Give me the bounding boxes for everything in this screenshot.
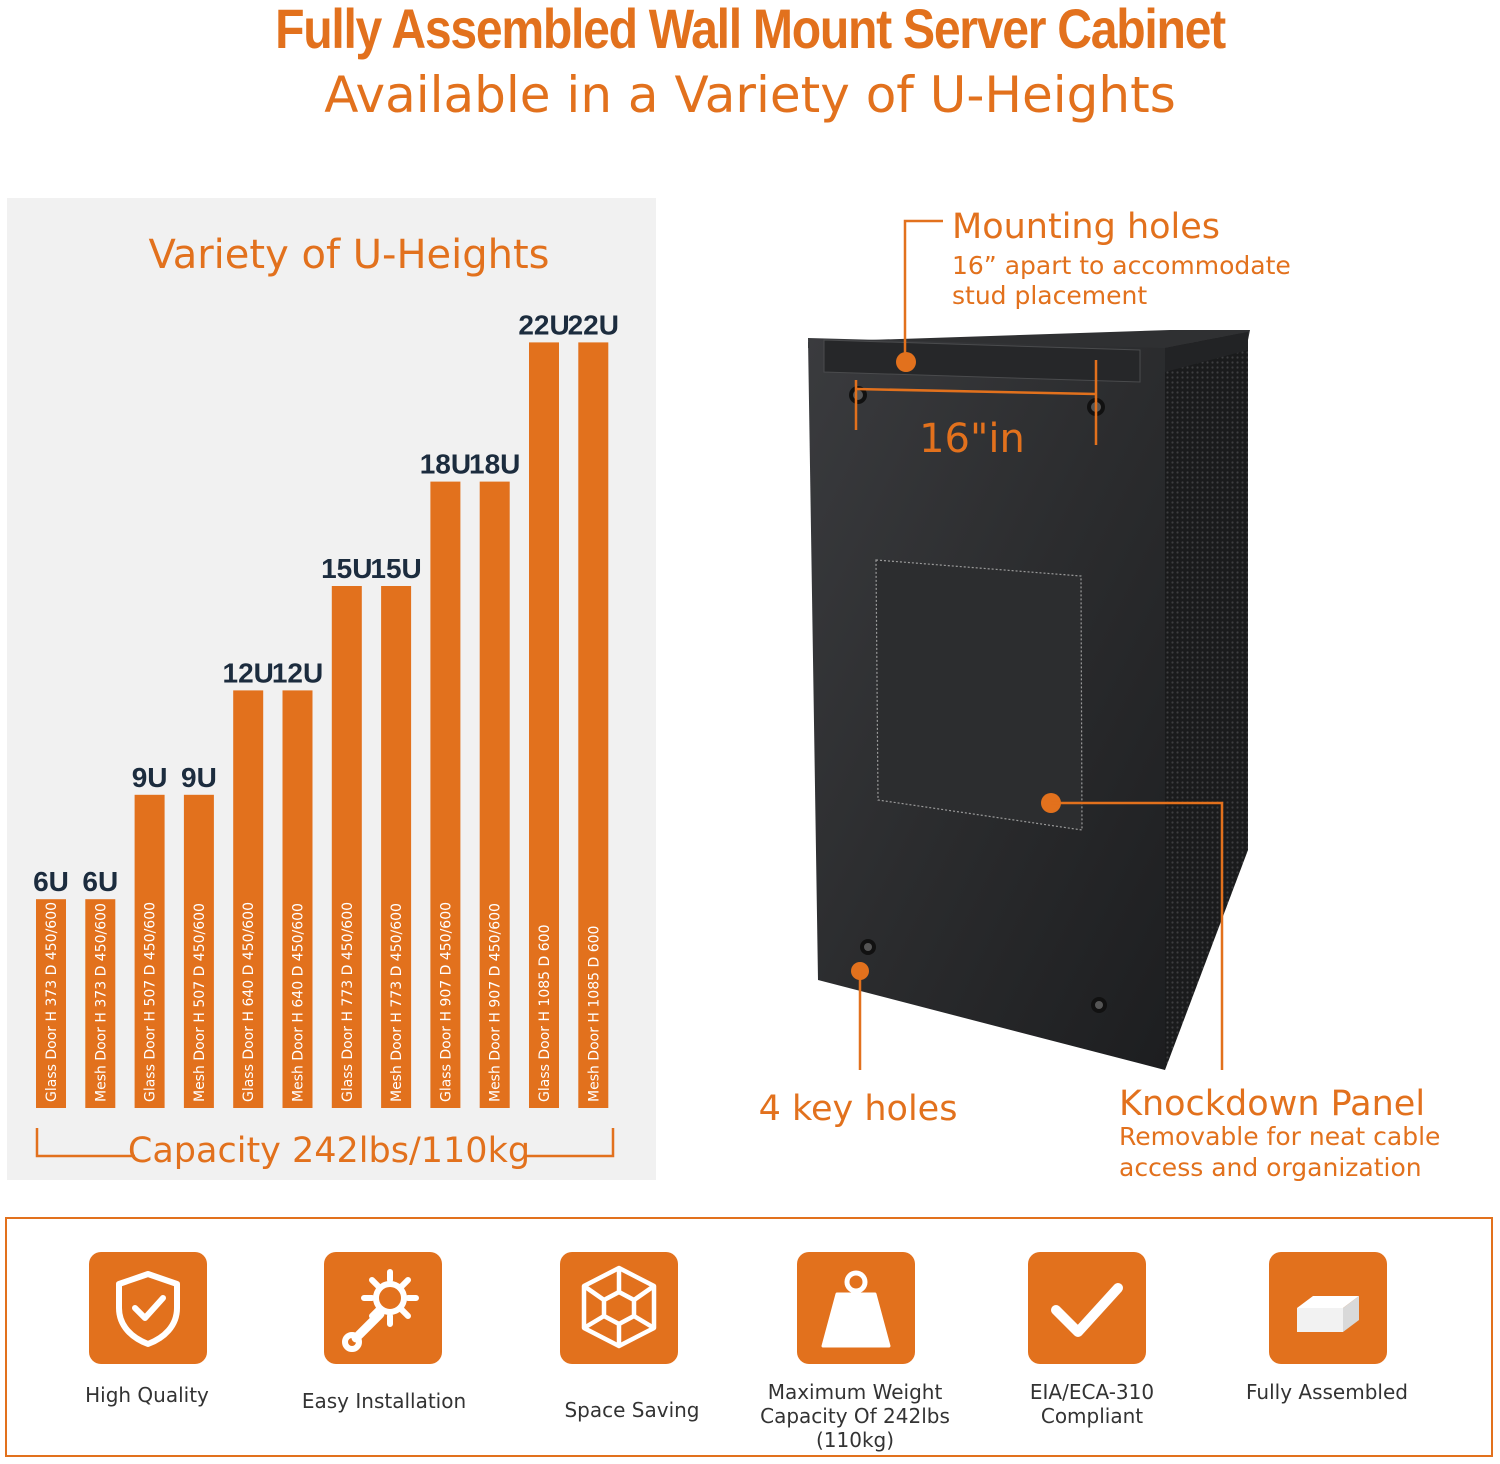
bar-category-label: Glass Door H 373 D 450/600 [44,902,60,1102]
feature-tile [89,1252,207,1364]
bar-10 [479,481,510,1109]
feature-eia-compliant: EIA/ECA-310 Compliant [972,1219,1212,1455]
feature-tile [324,1252,442,1364]
bar-category-label: Glass Door H 507 D 450/600 [143,902,159,1102]
knockdown-desc-1: Removable for neat cable [1119,1122,1440,1151]
mounting-holes-title: Mounting holes [952,207,1220,247]
feature-label: High Quality [85,1383,209,1407]
feature-tile [560,1252,678,1364]
feature-label: Fully Assembled [1246,1380,1408,1404]
box-icon [1297,1296,1359,1332]
chart-title: Variety of U-Heights [148,232,549,278]
bar-category-label: Mesh Door H 907 D 450/600 [488,903,504,1102]
feature-tile [797,1252,915,1364]
u-height-chart: Variety of U-Heights 6U Glass Door H 373 … [33,232,619,1171]
feature-label: EIA/ECA-310 [1029,1380,1155,1404]
bar-value-label: 6U [82,866,118,897]
feature-high-quality: High Quality [27,1219,267,1455]
feature-tile [1269,1252,1387,1364]
feature-label: Maximum Weight [767,1380,943,1404]
shield-check-icon [116,1271,180,1347]
wrench-gear-icon [342,1269,419,1352]
key-hole-right [1091,997,1107,1013]
bar-value-label: 22U [518,309,569,340]
bar-4 [183,794,214,1108]
bar-value-label: 18U [469,449,520,480]
bar-category-label: Glass Door H 907 D 450/600 [438,902,454,1102]
bar-category-label: Glass Door H 1085 D 600 [537,925,553,1102]
bar-value-label: 12U [272,657,323,688]
feature-label: Easy Installation [301,1389,467,1413]
checkmark-icon [1051,1283,1123,1337]
knockdown-title: Knockdown Panel [1119,1084,1425,1124]
bar-6 [282,690,313,1108]
feature-label-2: Compliant [1040,1404,1144,1428]
page-title: Fully Assembled Wall Mount Server Cabine… [275,0,1226,60]
cabinet-illustration: 16"in Mounting holes 16” apart to accomm… [759,207,1441,1182]
feature-easy-installation: Easy Installation [264,1219,504,1455]
u-height-chart-panel: Variety of U-Heights 6U Glass Door H 373 … [7,198,656,1180]
spacing-dimension [854,360,1098,445]
mounting-holes-desc-2: stud placement [952,281,1147,310]
knockdown-desc-2: access and organization [1119,1153,1422,1182]
bar-value-label: 9U [132,762,168,793]
key-hole-left [860,939,876,955]
knockdown-panel[interactable] [875,559,1083,831]
bar-8 [381,586,412,1108]
bar-11 [529,342,559,1108]
page-subtitle: Available in a Variety of U-Heights [324,66,1176,124]
cabinet-side-panel [1165,332,1248,1070]
bar-9 [430,481,461,1109]
bar-1 [36,899,66,1108]
bar-category-label: Mesh Door H 1085 D 600 [586,926,602,1102]
bars-group: 6U Glass Door H 373 D 450/600 6U Mesh Door … [33,309,619,1109]
bar-category-label: Mesh Door H 640 D 450/600 [291,903,307,1102]
feature-label-2: Capacity Of 242lbs (110kg) [760,1404,950,1452]
spacing-label: 16"in [919,416,1025,462]
bar-value-label: 22U [568,309,619,340]
bar-value-label: 9U [181,762,217,793]
feature-tile [1028,1252,1146,1364]
bar-value-label: 15U [370,553,421,584]
cube-icon [581,1265,657,1349]
bar-category-label: Glass Door H 640 D 450/600 [241,902,257,1102]
feature-label: Space Saving [564,1398,700,1422]
bar-category-label: Mesh Door H 773 D 450/600 [389,903,405,1102]
features-strip: High Quality Easy Installation [5,1217,1493,1457]
bar-12 [578,342,609,1108]
mounting-holes-desc-1: 16” apart to accommodate [952,251,1291,280]
feature-maximum-weight: Maximum Weight Capacity Of 242lbs (110kg… [735,1219,975,1455]
bar-value-label: 15U [321,553,372,584]
bar-category-label: Mesh Door H 373 D 450/600 [93,903,109,1102]
bar-3 [134,794,165,1108]
feature-space-saving: Space Saving [512,1219,752,1455]
bar-value-label: 18U [420,449,471,480]
bar-2 [85,899,116,1108]
feature-fully-assembled: Fully Assembled [1207,1219,1447,1455]
bar-value-label: 6U [33,866,69,897]
weight-icon [821,1270,891,1348]
key-holes-label: 4 key holes [759,1089,958,1129]
bar-value-label: 12U [223,657,274,688]
bar-5 [233,690,264,1108]
mounting-holes-leader [903,219,943,362]
bar-7 [331,586,362,1108]
bar-category-label: Glass Door H 773 D 450/600 [340,902,356,1102]
bar-category-label: Mesh Door H 507 D 450/600 [192,903,208,1102]
capacity-label: Capacity 242lbs/110kg [128,1131,530,1171]
capacity-bracket [35,1128,615,1158]
